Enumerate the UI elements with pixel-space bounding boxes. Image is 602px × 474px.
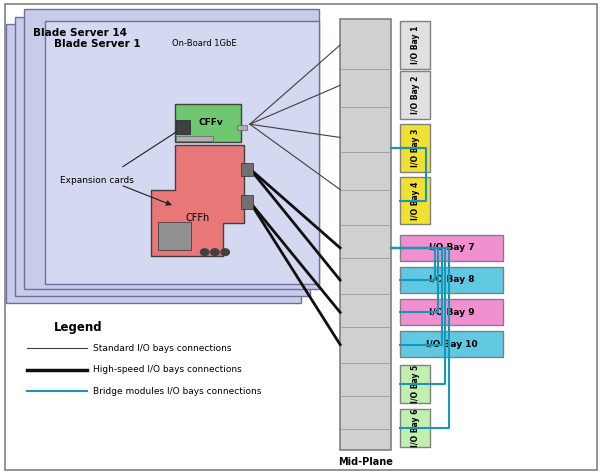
Text: Bridge modules I/O bays connections: Bridge modules I/O bays connections <box>93 387 262 395</box>
Circle shape <box>200 249 209 255</box>
FancyBboxPatch shape <box>400 235 503 261</box>
FancyBboxPatch shape <box>400 299 503 325</box>
Text: Legend: Legend <box>54 320 102 334</box>
FancyBboxPatch shape <box>6 24 301 303</box>
Polygon shape <box>150 145 244 256</box>
Text: Blade Server 14: Blade Server 14 <box>33 28 127 38</box>
Text: I/O Bay 8: I/O Bay 8 <box>429 275 474 284</box>
FancyBboxPatch shape <box>400 177 430 224</box>
FancyBboxPatch shape <box>400 124 430 172</box>
Text: Mid-Plane: Mid-Plane <box>338 457 393 467</box>
FancyBboxPatch shape <box>176 136 213 141</box>
Text: Standard I/O bays connections: Standard I/O bays connections <box>93 344 232 353</box>
Text: I/O Bay 6: I/O Bay 6 <box>411 409 420 447</box>
FancyBboxPatch shape <box>241 163 253 176</box>
FancyBboxPatch shape <box>400 409 430 447</box>
Text: I/O Bay 2: I/O Bay 2 <box>411 76 420 114</box>
FancyBboxPatch shape <box>237 125 247 130</box>
FancyBboxPatch shape <box>158 222 191 250</box>
FancyBboxPatch shape <box>400 365 430 403</box>
Text: I/O Bay 9: I/O Bay 9 <box>429 308 474 317</box>
FancyBboxPatch shape <box>340 19 391 450</box>
FancyBboxPatch shape <box>400 21 430 69</box>
Circle shape <box>221 249 229 255</box>
FancyBboxPatch shape <box>176 120 190 134</box>
Text: High-speed I/O bays connections: High-speed I/O bays connections <box>93 365 242 374</box>
Text: I/O Bay 7: I/O Bay 7 <box>429 243 474 252</box>
FancyBboxPatch shape <box>400 331 503 357</box>
Text: Expansion cards: Expansion cards <box>60 176 134 184</box>
Text: CFFh: CFFh <box>185 213 209 223</box>
FancyBboxPatch shape <box>45 21 319 284</box>
Text: I/O Bay 5: I/O Bay 5 <box>411 365 420 403</box>
FancyBboxPatch shape <box>400 267 503 293</box>
FancyBboxPatch shape <box>241 195 253 209</box>
Text: I/O Bay 1: I/O Bay 1 <box>411 26 420 64</box>
Text: CFFv: CFFv <box>199 118 223 127</box>
Text: I/O Bay 4: I/O Bay 4 <box>411 182 420 219</box>
FancyBboxPatch shape <box>15 17 310 296</box>
Text: I/O Bay 10: I/O Bay 10 <box>426 340 477 349</box>
Text: Blade Server 1: Blade Server 1 <box>54 38 141 49</box>
Circle shape <box>211 249 219 255</box>
FancyBboxPatch shape <box>24 9 319 289</box>
FancyBboxPatch shape <box>400 71 430 118</box>
Text: I/O Bay 3: I/O Bay 3 <box>411 129 420 167</box>
FancyBboxPatch shape <box>175 104 241 142</box>
Text: On-Board 1GbE: On-Board 1GbE <box>172 39 236 48</box>
